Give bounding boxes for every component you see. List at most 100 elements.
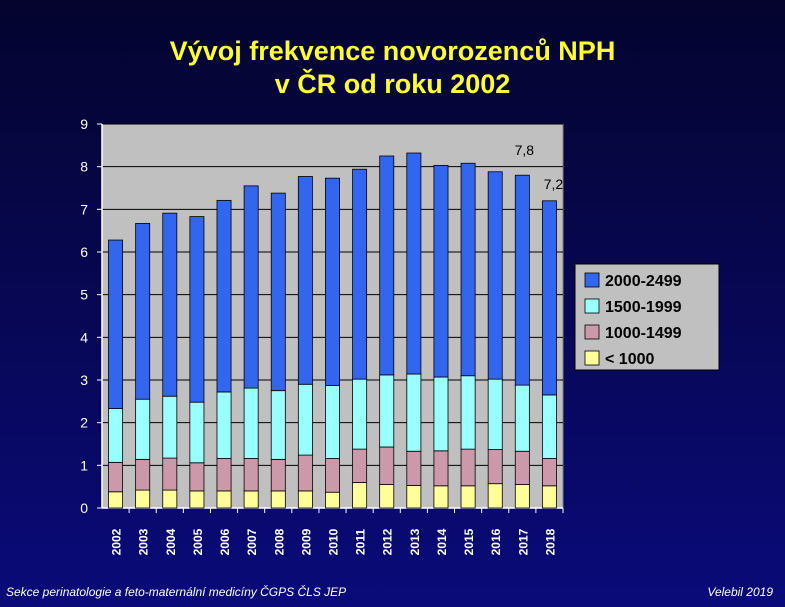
bar-2016-series-0 [487,483,503,509]
x-tick-label-2011: 2011 [354,529,368,555]
bar-2016-series-2 [487,378,503,450]
bar-2010-series-0 [325,491,340,509]
y-tick-label-1: 1 [80,457,88,473]
y-tick-label-9: 9 [80,116,88,132]
legend-swatch-1 [584,298,600,314]
bar-2008-series-0 [270,490,286,509]
x-tick-label-2014: 2014 [435,528,449,555]
y-tick-label-5: 5 [80,287,88,303]
data-label-2017: 7,8 [515,142,535,158]
bar-2013-series-0 [406,484,422,509]
x-tick-label-2016: 2016 [489,528,503,555]
bar-2014-series-3 [433,164,449,378]
x-tick-label-2018: 2018 [543,528,557,555]
bar-2012-series-3 [379,155,395,376]
bar-2009-series-3 [297,176,313,385]
footer-credit: Sekce perinatologie a feto-maternální me… [6,585,347,599]
bar-2018-series-3 [541,200,557,396]
bar-2003-series-0 [135,489,151,509]
bar-2018-series-0 [541,485,557,509]
x-tick-label-2015: 2015 [462,528,476,555]
bar-2013-series-1 [406,450,422,486]
bar-2011-series-2 [352,378,368,450]
x-tick-label-2002: 2002 [110,528,124,555]
y-tick-label-4: 4 [80,329,88,345]
bar-2004-series-3 [162,212,178,397]
x-tick-label-2009: 2009 [299,528,313,555]
bar-2006-series-2 [216,391,232,459]
bar-2002-series-0 [108,491,124,509]
y-tick-label-2: 2 [80,415,88,431]
bar-2007-series-0 [243,490,259,509]
x-tick-label-2010: 2010 [327,528,341,555]
bar-2002-series-1 [108,461,124,493]
legend-swatch-0 [584,272,600,288]
bar-2014-series-0 [433,485,449,509]
bar-2013-series-3 [406,152,422,375]
x-tick-label-2004: 2004 [164,528,178,555]
y-tick-label-7: 7 [80,201,88,217]
bar-2012-series-0 [379,484,395,509]
footer-author: Velebil 2019 [707,585,773,599]
bar-2018-series-2 [541,394,557,459]
bar-2015-series-0 [460,485,476,509]
bar-2004-series-1 [162,457,178,491]
title-line-1: Vývoj frekvence novorozenců NPH [169,36,616,66]
legend-label-3: < 1000 [605,351,654,368]
bar-2016-series-3 [487,171,503,380]
bar-2005-series-1 [189,462,205,492]
bar-2011-series-3 [352,168,368,380]
bar-2007-series-3 [243,185,259,389]
bar-2003-series-3 [135,223,151,400]
bar-2013-series-2 [406,373,422,452]
bar-2003-series-1 [135,458,151,491]
bar-2004-series-0 [162,489,178,509]
bar-2010-series-3 [325,177,340,386]
bar-2009-series-1 [297,454,313,492]
y-tick-label-3: 3 [80,372,88,388]
bar-2014-series-2 [433,376,449,452]
bar-2014-series-1 [433,450,449,487]
y-tick-label-0: 0 [80,500,88,516]
bar-2011-series-1 [352,448,368,483]
bar-2015-series-3 [460,162,476,377]
bar-2012-series-2 [379,374,395,448]
x-tick-label-2005: 2005 [191,528,205,555]
bar-2008-series-2 [270,390,286,460]
legend-label-1: 1500-1999 [605,299,682,316]
bar-2008-series-1 [270,458,286,492]
legend-swatch-2 [584,324,600,340]
bar-2015-series-2 [460,375,476,450]
x-tick-label-2008: 2008 [272,528,286,555]
legend-label-2: 1000-1499 [605,325,682,342]
bar-2017-series-0 [514,484,530,509]
bar-2007-series-2 [243,387,259,459]
bar-2017-series-3 [514,174,530,386]
data-label-2018: 7,2 [544,176,564,192]
legend-swatch-3 [584,350,600,366]
bar-2009-series-0 [297,490,313,509]
x-tick-label-2017: 2017 [516,528,530,555]
title-line-2: v ČR od roku 2002 [274,69,511,99]
bar-2016-series-1 [487,449,503,485]
bar-2011-series-0 [352,481,368,509]
y-tick-label-6: 6 [80,244,88,260]
y-tick-label-8: 8 [80,159,88,175]
bar-2009-series-2 [297,383,313,456]
x-tick-label-2007: 2007 [245,528,259,555]
bar-2006-series-1 [216,458,232,492]
x-tick-label-2003: 2003 [137,528,151,555]
bar-2002-series-2 [108,408,124,463]
bar-2002-series-3 [108,239,124,409]
bar-2003-series-2 [135,398,151,460]
bar-2015-series-1 [460,448,476,487]
bar-2005-series-0 [189,490,205,509]
bar-2006-series-3 [216,199,232,393]
bar-2007-series-1 [243,458,259,492]
bar-2010-series-2 [325,385,340,459]
page-title: Vývoj frekvence novorozenců NPH v ČR od … [0,35,785,101]
bar-2005-series-2 [189,401,205,464]
x-tick-label-2012: 2012 [381,528,395,555]
bar-2010-series-1 [325,458,340,493]
